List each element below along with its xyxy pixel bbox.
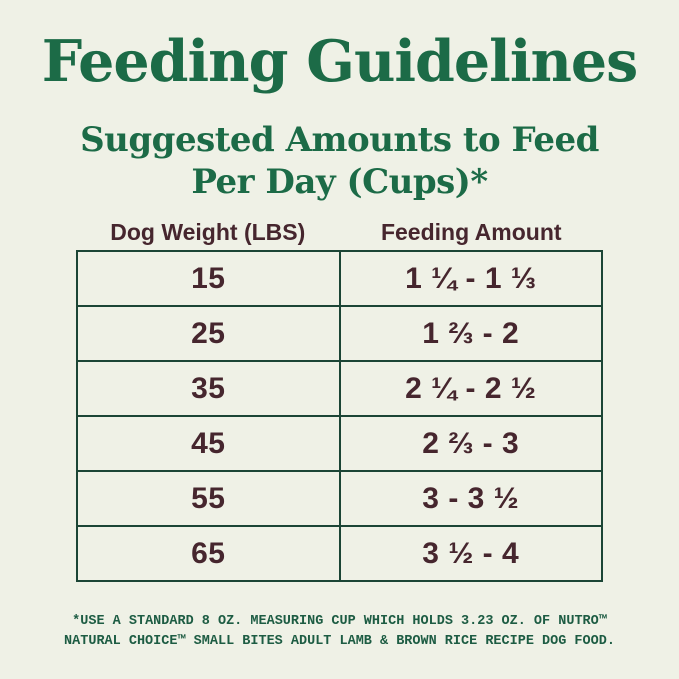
- feeding-amount-cell: 2 ⅔ - 3: [338, 415, 603, 472]
- table-row: 25 1 ⅔ - 2: [76, 305, 603, 362]
- page-title: Feeding Guidelines: [41, 28, 639, 95]
- feeding-amount-cell: 1 ¼ - 1 ⅓: [338, 250, 603, 307]
- feeding-table-body: 15 1 ¼ - 1 ⅓ 25 1 ⅔ - 2 35 2 ¼ - 2 ½ 45 …: [76, 250, 603, 582]
- dog-weight-cell: 55: [76, 470, 341, 527]
- dog-weight-cell: 65: [76, 525, 341, 582]
- feeding-amount-cell: 1 ⅔ - 2: [338, 305, 603, 362]
- table-row: 35 2 ¼ - 2 ½: [76, 360, 603, 417]
- table-row: 45 2 ⅔ - 3: [76, 415, 603, 472]
- footnote: *USE A STANDARD 8 OZ. MEASURING CUP WHIC…: [0, 612, 679, 652]
- feeding-amount-cell: 3 ½ - 4: [338, 525, 603, 582]
- dog-weight-cell: 35: [76, 360, 341, 417]
- dog-weight-cell: 25: [76, 305, 341, 362]
- column-header-dog-weight: Dog Weight (LBS): [110, 219, 306, 245]
- subtitle-line-2: Per Day (Cups)*: [191, 162, 488, 202]
- table-row: 55 3 - 3 ½: [76, 470, 603, 527]
- feeding-amount-cell: 2 ¼ - 2 ½: [338, 360, 603, 417]
- dog-weight-cell: 45: [76, 415, 341, 472]
- feeding-table: 15 1 ¼ - 1 ⅓ 25 1 ⅔ - 2 35 2 ¼ - 2 ½ 45 …: [76, 250, 603, 582]
- table-column-headers: Dog Weight (LBS) Feeding Amount: [76, 219, 603, 245]
- footnote-line-1: *USE A STANDARD 8 OZ. MEASURING CUP WHIC…: [72, 614, 607, 629]
- subtitle-line-1: Suggested Amounts to Feed: [80, 120, 599, 160]
- column-header-feeding-amount: Feeding Amount: [380, 219, 562, 245]
- dog-weight-cell: 15: [76, 250, 341, 307]
- footnote-line-2: NATURAL CHOICE™ SMALL BITES ADULT LAMB &…: [64, 634, 615, 649]
- table-row: 15 1 ¼ - 1 ⅓: [76, 250, 603, 307]
- page-subtitle: Suggested Amounts to Feed Per Day (Cups)…: [0, 119, 679, 203]
- feeding-amount-cell: 3 - 3 ½: [338, 470, 603, 527]
- table-row: 65 3 ½ - 4: [76, 525, 603, 582]
